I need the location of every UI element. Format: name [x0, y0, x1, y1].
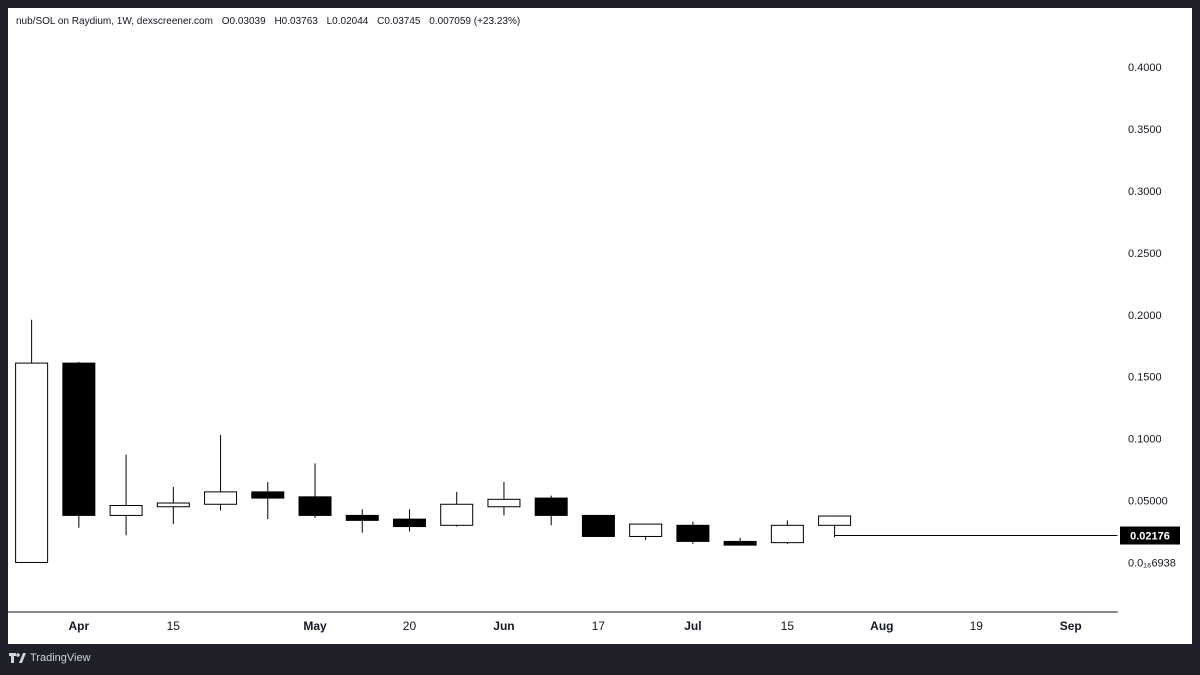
candle-body: [298, 496, 332, 516]
candle: [723, 537, 757, 546]
candle: [204, 434, 238, 511]
y-tick-label: 0.0₁₆6938: [1128, 557, 1176, 569]
candle-body: [581, 514, 615, 537]
candle-body: [770, 524, 804, 544]
candle-body: [629, 523, 663, 537]
last-price-badge: [1120, 526, 1180, 545]
candle: [440, 491, 474, 527]
candle-body: [62, 362, 96, 516]
candle-body: [15, 362, 49, 563]
candle: [629, 523, 663, 541]
candle: [251, 481, 285, 520]
chart-header: nub/SOL on Raydium, 1W, dexscreener.com …: [16, 16, 526, 27]
candle: [15, 319, 49, 563]
candle: [298, 463, 332, 518]
candle: [534, 495, 568, 526]
candle-body: [723, 540, 757, 546]
candle: [62, 361, 96, 528]
candle-body: [534, 497, 568, 516]
x-tick-label: Jul: [684, 619, 701, 633]
candle: [345, 509, 379, 533]
chart-frame: nub/SOL on Raydium, 1W, dexscreener.com …: [8, 8, 1192, 644]
candle-body: [392, 518, 426, 528]
y-tick-label: 0.2500: [1128, 248, 1162, 260]
open-value: O0.03039: [221, 16, 266, 27]
candle: [156, 486, 190, 525]
candle-body: [818, 515, 852, 526]
candle-body: [204, 491, 238, 505]
x-tick-label: 15: [167, 619, 181, 633]
y-tick-label: 0.1000: [1128, 434, 1162, 446]
candle: [581, 514, 615, 537]
tradingview-brand: TradingView: [30, 652, 91, 664]
x-tick-label: May: [303, 619, 327, 633]
candle-body: [251, 491, 285, 499]
x-tick-label: Sep: [1060, 619, 1082, 633]
change-value: 0.007059 (+23.23%): [429, 16, 521, 27]
x-tick-label: Apr: [69, 619, 90, 633]
candle-body: [676, 524, 710, 542]
time-axis[interactable]: Apr 15 May 20 Jun 17 Jul 15 Aug 19 Sep: [8, 8, 1119, 633]
close-value: C0.03745: [377, 16, 421, 27]
x-tick-label: Aug: [870, 619, 893, 633]
x-tick-label: 15: [781, 619, 795, 633]
y-tick-label: 0.3500: [1128, 124, 1162, 136]
candle: [109, 454, 143, 536]
candle-body: [440, 503, 474, 526]
candle: [818, 515, 852, 538]
y-tick-label: 0.05000: [1128, 496, 1168, 508]
candle-body: [109, 505, 143, 516]
high-value: H0.03763: [274, 16, 318, 27]
y-tick-label: 0.3000: [1128, 186, 1162, 198]
x-tick-label: 20: [403, 619, 417, 633]
candle: [770, 520, 804, 544]
x-tick-label: 17: [592, 619, 606, 633]
footer: TradingView: [8, 652, 91, 664]
y-tick-label: 0.2000: [1128, 310, 1162, 322]
y-tick-label: 0.1500: [1128, 372, 1162, 384]
x-tick-label: Jun: [493, 619, 514, 633]
candle: [487, 481, 521, 516]
candle-body: [156, 502, 190, 508]
symbol-title: nub/SOL on Raydium, 1W, dexscreener.com: [16, 16, 213, 27]
low-value: L0.02044: [326, 16, 369, 27]
price-axis[interactable]: 0.4000 0.3500 0.3000 0.2500 0.2000 0.1500 0.10…: [1128, 62, 1176, 569]
candle: [392, 509, 426, 532]
candle-body: [345, 514, 379, 521]
y-tick-label: 0.4000: [1128, 62, 1162, 74]
x-tick-label: 19: [970, 619, 984, 633]
tradingview-logo-icon: [9, 653, 26, 663]
candle-body: [487, 498, 521, 508]
last-price-label: 0.02176: [1130, 531, 1170, 543]
candlestick-chart[interactable]: 0.02176 0.40000.35000.30000.25000.20000.…: [8, 8, 1192, 644]
candle: [676, 521, 710, 544]
